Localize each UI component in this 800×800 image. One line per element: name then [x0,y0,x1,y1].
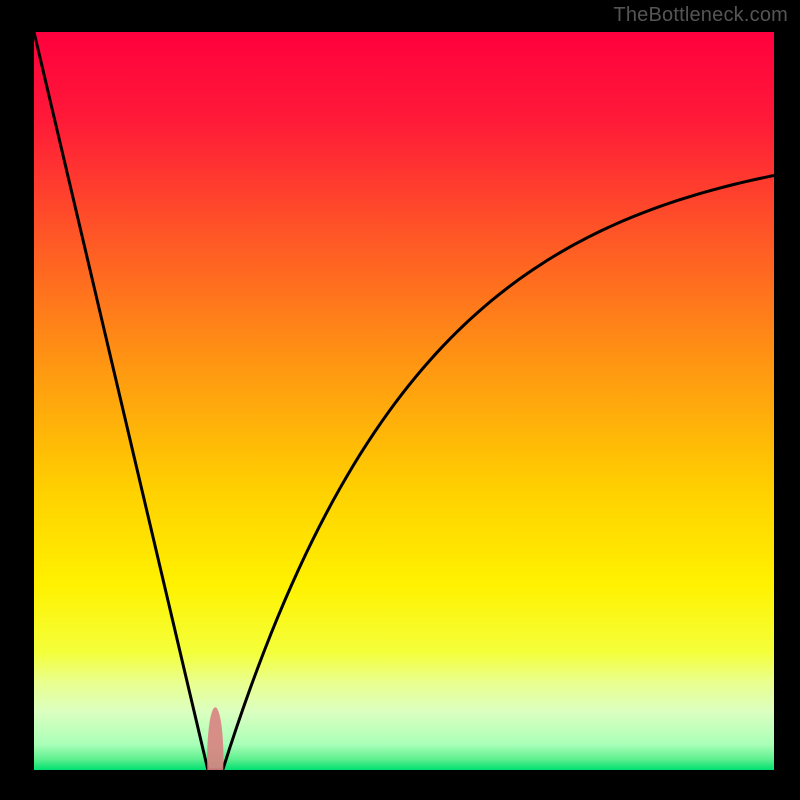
watermark-label: TheBottleneck.com [613,4,788,27]
plot-area [34,32,774,770]
minimum-marker [207,707,223,770]
bottleneck-curve [34,32,774,770]
curve-layer [34,32,774,770]
chart-root: TheBottleneck.com [0,0,800,800]
